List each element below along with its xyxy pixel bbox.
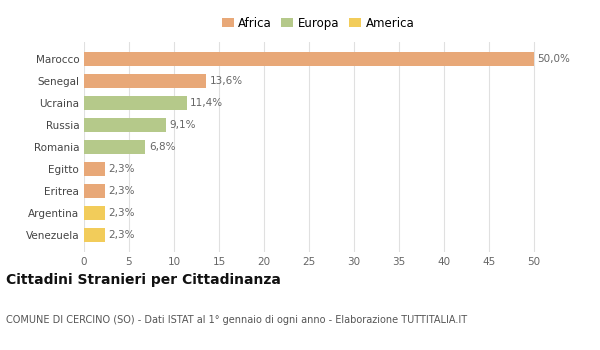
Text: 2,3%: 2,3% <box>109 230 135 240</box>
Text: COMUNE DI CERCINO (SO) - Dati ISTAT al 1° gennaio di ogni anno - Elaborazione TU: COMUNE DI CERCINO (SO) - Dati ISTAT al 1… <box>6 315 467 325</box>
Text: 2,3%: 2,3% <box>109 164 135 174</box>
Text: 6,8%: 6,8% <box>149 142 175 152</box>
Legend: Africa, Europa, America: Africa, Europa, America <box>220 14 416 32</box>
Bar <box>84 228 105 243</box>
Text: 2,3%: 2,3% <box>109 186 135 196</box>
Bar <box>84 184 105 198</box>
Text: 13,6%: 13,6% <box>210 76 243 86</box>
Bar <box>84 74 206 88</box>
Text: Cittadini Stranieri per Cittadinanza: Cittadini Stranieri per Cittadinanza <box>6 273 281 287</box>
Bar <box>84 96 187 110</box>
Bar <box>84 51 534 66</box>
Bar <box>84 206 105 220</box>
Bar <box>84 162 105 176</box>
Text: 2,3%: 2,3% <box>109 208 135 218</box>
Bar <box>84 140 145 154</box>
Text: 9,1%: 9,1% <box>170 120 196 130</box>
Text: 50,0%: 50,0% <box>538 54 571 64</box>
Text: 11,4%: 11,4% <box>190 98 223 108</box>
Bar <box>84 118 166 132</box>
